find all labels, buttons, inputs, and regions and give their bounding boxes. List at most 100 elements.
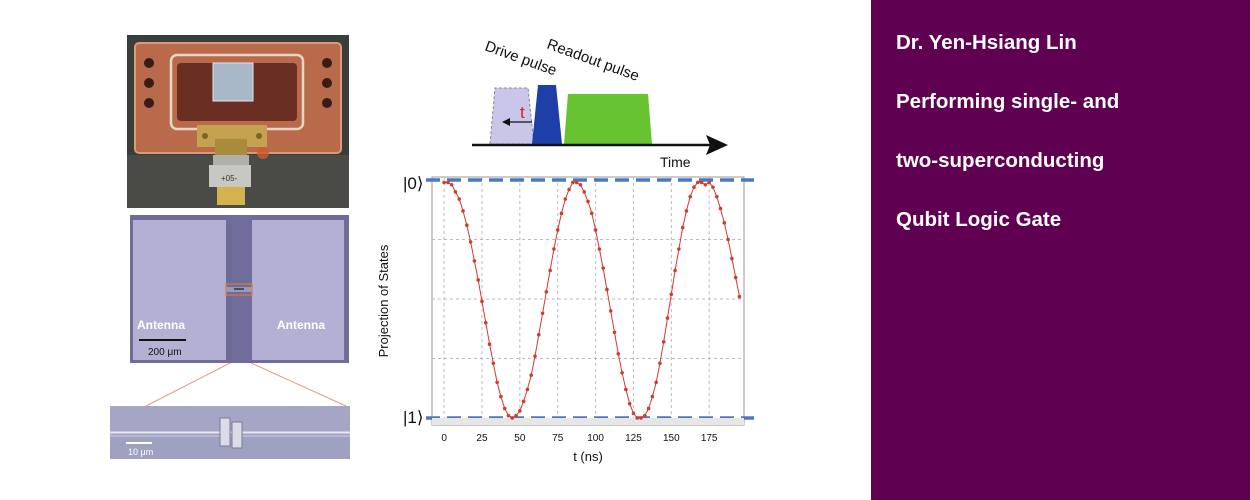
data-point: [480, 299, 484, 304]
data-point: [442, 180, 446, 185]
y-bottom-state-label: |1⟩: [403, 408, 424, 427]
data-point: [711, 185, 715, 189]
data-point: [726, 237, 730, 242]
data-point: [658, 361, 662, 366]
data-point: [654, 380, 658, 385]
data-point: [620, 370, 624, 375]
x-tick-label: 100: [587, 433, 604, 444]
speaker-name: Dr. Yen-Hsiang Lin: [896, 31, 1077, 54]
data-point: [567, 187, 571, 192]
data-point: [589, 211, 594, 216]
data-point: [468, 240, 473, 244]
data-point: [722, 221, 727, 225]
x-tick-label: 50: [514, 433, 526, 444]
data-point: [525, 387, 530, 392]
data-point: [661, 340, 666, 344]
chip-scale-label: 200 μm: [148, 347, 182, 358]
data-point: [472, 259, 477, 263]
data-point: [601, 266, 605, 270]
data-point: [582, 190, 587, 194]
data-point: [677, 247, 681, 251]
time-axis-label: Time: [660, 154, 691, 170]
data-point: [718, 206, 723, 211]
data-point: [673, 268, 677, 273]
data-point: [737, 294, 742, 299]
topic-line-1: Performing single- and: [896, 90, 1120, 113]
data-point: [608, 309, 613, 313]
data-point: [533, 354, 537, 358]
data-point: [635, 416, 640, 420]
x-tick-label: 75: [552, 433, 564, 444]
data-point: [529, 373, 534, 377]
data-point: [703, 182, 708, 187]
chip-micrograph: Antenna Antenna 200 μm: [130, 215, 349, 363]
data-point: [563, 197, 568, 201]
data-point: [680, 225, 685, 230]
readout-pulse: [564, 94, 652, 144]
data-point: [593, 228, 598, 232]
data-point: [616, 351, 621, 356]
data-point: [510, 416, 515, 420]
data-point: [446, 180, 450, 185]
data-point: [453, 190, 458, 194]
drive-pulse: [532, 85, 562, 144]
data-point: [476, 278, 480, 282]
data-point: [665, 316, 670, 320]
data-point: [650, 394, 655, 399]
data-point: [699, 180, 704, 185]
zoom-lines: [145, 363, 347, 407]
data-point: [642, 413, 647, 418]
data-point: [518, 409, 522, 413]
data-point: [669, 292, 674, 297]
data-point: [646, 406, 651, 411]
data-point: [574, 180, 579, 185]
data-point: [548, 268, 552, 273]
x-axis-strip: [432, 418, 744, 425]
plot-area: [431, 176, 745, 426]
ghost-drive-pulse: [489, 87, 535, 145]
data-point: [707, 180, 711, 185]
right-antenna-label: Antenna: [277, 318, 325, 332]
data-point: [733, 275, 738, 280]
data-point: [495, 380, 499, 385]
data-point: [457, 197, 462, 201]
horizontal-gridlines: [432, 239, 744, 359]
data-point: [555, 228, 560, 232]
device-photo: +05-: [127, 35, 349, 208]
data-point: [536, 332, 541, 337]
data-point: [684, 209, 689, 213]
topic-line-3: Qubit Logic Gate: [896, 208, 1062, 231]
data-point: [514, 413, 518, 418]
x-tick-label: 0: [441, 433, 447, 444]
data-point: [491, 361, 496, 366]
data-point: [597, 247, 602, 251]
data-point: [730, 256, 734, 261]
data-point: [631, 411, 636, 416]
data-point: [499, 394, 503, 399]
data-point: [465, 223, 469, 228]
data-point: [552, 247, 556, 251]
x-axis-label: t (ns): [573, 449, 603, 464]
topic-line-2: two-superconducting: [896, 149, 1105, 172]
zoom-scale-label: 10 μm: [128, 447, 153, 457]
scale-bar: [139, 339, 186, 341]
vertical-gridlines: [443, 177, 710, 425]
data-point: [483, 321, 488, 325]
data-point: [544, 290, 549, 294]
rabi-oscillation-chart: 0 25 50 75 100 125 150 175 |0⟩ |1⟩ Projection o…: [376, 174, 754, 464]
data-point: [571, 180, 575, 185]
data-point: [502, 406, 507, 411]
readout-pulse-label: Readout pulse: [545, 36, 642, 85]
x-tick-label: 125: [625, 433, 642, 444]
series-points: [442, 180, 742, 420]
data-point: [487, 342, 492, 347]
data-point: [559, 211, 564, 216]
y-top-state-label: |0⟩: [403, 174, 424, 193]
data-point: [540, 311, 545, 316]
data-point: [506, 413, 511, 418]
data-point: [627, 401, 632, 406]
x-tick-label: 150: [663, 433, 680, 444]
junction-micrograph: 10 μm: [110, 406, 350, 459]
data-point: [688, 194, 693, 199]
x-tick-labels: 0 25 50 75 100 125 150 175: [441, 433, 718, 444]
